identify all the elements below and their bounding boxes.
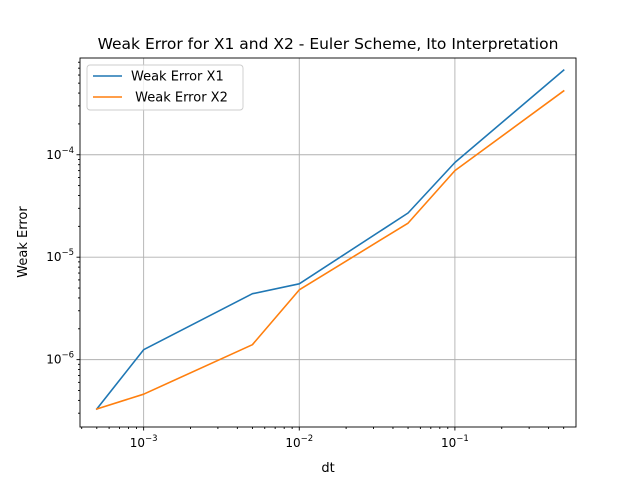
x-tick-label-base: 10 xyxy=(285,436,300,450)
y-tick-label-base: 10 xyxy=(46,148,61,162)
x-tick-label: 10−1 xyxy=(441,434,469,450)
y-tick-label-exponent: −6 xyxy=(61,351,74,361)
series-layer xyxy=(95,69,565,411)
minor-ticks xyxy=(78,61,565,429)
plot-area xyxy=(80,58,576,427)
legend-box xyxy=(86,64,244,111)
y-tick-label-exponent: −5 xyxy=(61,248,74,258)
legend-label-x2: Weak Error X2 xyxy=(131,91,228,106)
major-ticks xyxy=(76,154,456,431)
x-tick-label: 10−2 xyxy=(285,434,313,450)
y-tick-label-base: 10 xyxy=(46,250,61,264)
y-axis-label: Weak Error xyxy=(16,206,31,278)
x-tick-label-base: 10 xyxy=(441,436,456,450)
legend: Weak Error X1 Weak Error X2 xyxy=(86,64,244,111)
x-tick-label-exponent: −2 xyxy=(301,434,314,444)
legend-label-x1: Weak Error X1 xyxy=(131,70,224,85)
axes-frame xyxy=(79,57,577,428)
chart-title: Weak Error for X1 and X2 - Euler Scheme,… xyxy=(98,35,559,53)
series-line-x2 xyxy=(95,89,565,410)
y-tick-label: 10−5 xyxy=(46,248,74,264)
y-tick-label: 10−4 xyxy=(46,146,74,162)
grid-lines xyxy=(80,58,576,427)
series-line-x1 xyxy=(95,69,565,411)
y-tick-label-exponent: −4 xyxy=(61,146,74,156)
tick-labels: 10−3 10−2 10−110−610−510−4 xyxy=(46,146,469,450)
x-tick-label: 10−3 xyxy=(130,434,158,450)
y-tick-label-base: 10 xyxy=(46,353,61,367)
x-tick-label-exponent: −3 xyxy=(145,434,158,444)
x-tick-label-exponent: −1 xyxy=(456,434,469,444)
x-axis-label: dt xyxy=(321,461,334,476)
y-tick-label: 10−6 xyxy=(46,351,74,367)
x-tick-label-base: 10 xyxy=(130,436,145,450)
